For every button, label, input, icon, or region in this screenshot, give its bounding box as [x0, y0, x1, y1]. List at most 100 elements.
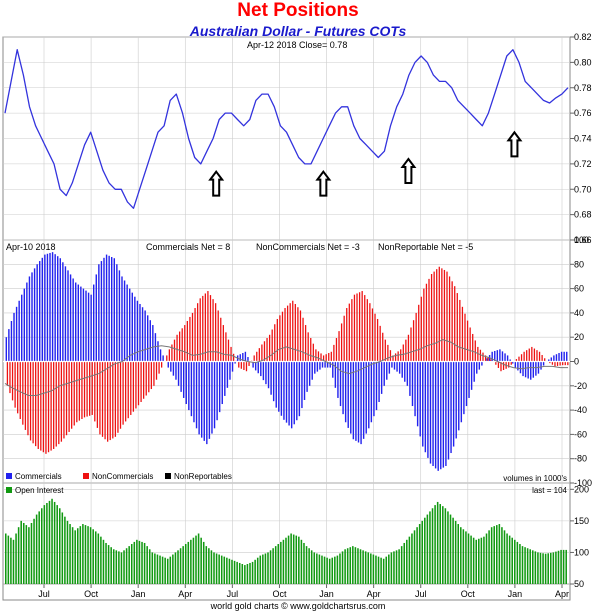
commercials-bar [563, 351, 565, 362]
commercials-bar [193, 361, 195, 423]
open-interest-bar [84, 525, 87, 584]
commercials-bar [128, 288, 131, 362]
noncommercials-bar [415, 312, 417, 362]
chart-subtitle: Australian Dollar - Futures COTs [189, 23, 407, 39]
price_panel-y-tick-label: 0.72 [574, 159, 592, 169]
noncommercials-bar [253, 355, 255, 362]
commercials-bar [434, 361, 437, 469]
noncommercials-bar [65, 361, 68, 436]
commercials-bar [422, 361, 424, 447]
commercials-bar [308, 361, 311, 386]
open-interest-bar [115, 550, 118, 584]
commercials-bar [504, 353, 506, 362]
open-interest-bar [249, 562, 251, 584]
noncommercials-bar [176, 334, 178, 362]
open-interest-bar [226, 557, 228, 584]
noncommercials-bar [322, 355, 325, 362]
cot_panel-y-tick-label: 60 [574, 284, 584, 294]
commercials-bar [157, 341, 159, 362]
noncommercials-bar [538, 351, 541, 362]
open-interest-bar [174, 552, 177, 584]
noncommercials-bar [353, 294, 356, 362]
commercials-bar [452, 361, 455, 447]
noncommercials-bar [276, 318, 278, 362]
open-interest-bar [287, 535, 290, 584]
open-interest-bar [305, 546, 308, 584]
noncommercials-bar [356, 293, 358, 362]
commercials-bar [391, 361, 393, 368]
x-tick-label: Apr [178, 589, 192, 599]
commercials-bar [90, 294, 92, 362]
noncommercials-bar [220, 317, 222, 362]
noncommercials-bar [101, 361, 104, 437]
open-interest-bar [267, 552, 269, 584]
noncommercials-bar [428, 278, 430, 362]
commercials-bar [244, 351, 247, 362]
open-interest-bar [449, 514, 452, 584]
open-interest-bar [236, 561, 238, 584]
open-interest-bar [133, 541, 136, 584]
commercials-bar [398, 361, 401, 374]
noncommercials-bar [556, 361, 559, 366]
commercials-bar [558, 352, 560, 362]
open-interest-bar [241, 564, 244, 584]
open-interest-bar [30, 522, 33, 584]
commercials-bar [105, 254, 108, 362]
open-interest-bar [544, 553, 547, 584]
commercials-bar [188, 361, 190, 411]
commercials-bar [252, 361, 254, 368]
legend-item: NonCommercials [92, 472, 153, 481]
commercials-bar [301, 361, 303, 409]
open-interest-bar [79, 526, 82, 584]
noncommercials-bar [173, 339, 176, 362]
commercials-bar [152, 325, 154, 362]
open-interest-bar [197, 533, 200, 584]
noncommercials-bar [361, 291, 363, 362]
open-interest-bar [74, 530, 76, 584]
noncommercials-bar [433, 271, 435, 362]
open-interest-bar [107, 545, 110, 584]
noncommercials-bar [562, 361, 564, 366]
open-interest-bar [352, 546, 354, 584]
noncommercials-bar [420, 296, 422, 362]
noncommercials-bar [333, 344, 335, 362]
noncommercials-bar [464, 313, 466, 362]
commercials-bar [67, 270, 69, 362]
open-interest-bar [94, 531, 97, 584]
commercials-bar [501, 351, 504, 362]
open-interest-bar [190, 539, 192, 584]
noncommercials-bar [55, 361, 57, 447]
noncommercials-bar [487, 357, 489, 362]
commercials-bar [306, 361, 308, 392]
noncommercials-bar [127, 361, 129, 419]
up-arrow-marker [400, 157, 417, 184]
noncommercials-bar [47, 361, 50, 453]
commercials-bar [144, 310, 146, 362]
open-interest-bar [38, 511, 40, 584]
noncommercials-bar [446, 271, 448, 362]
open-interest-bar [40, 508, 43, 584]
commercials-bar [283, 361, 285, 420]
open-interest-bar [56, 505, 58, 584]
noncommercials-bar [9, 361, 11, 394]
open-interest-bar [17, 527, 20, 584]
commercials-bar [370, 361, 373, 423]
noncommercials-bar [109, 361, 111, 441]
commercials-bar [424, 361, 427, 453]
noncommercials-bar [441, 268, 443, 362]
noncommercials-bar [528, 348, 530, 362]
commercials-bar [339, 361, 342, 407]
noncommercials-bar [89, 361, 91, 416]
commercials-bar [375, 361, 378, 411]
noncommercials-bar [68, 361, 70, 432]
noncommercials-bar [387, 344, 389, 362]
noncommercials-bar [472, 333, 474, 362]
cot_panel-y-tick-label: 40 [574, 308, 584, 318]
noncommercials-bar [533, 348, 536, 362]
open-interest-bar [5, 533, 7, 584]
open-interest-bar [210, 550, 213, 584]
oi-legend-swatch [6, 487, 12, 493]
open-interest-bar [138, 540, 141, 584]
noncommercials-bar [37, 361, 39, 449]
open-interest-bar [159, 555, 161, 584]
